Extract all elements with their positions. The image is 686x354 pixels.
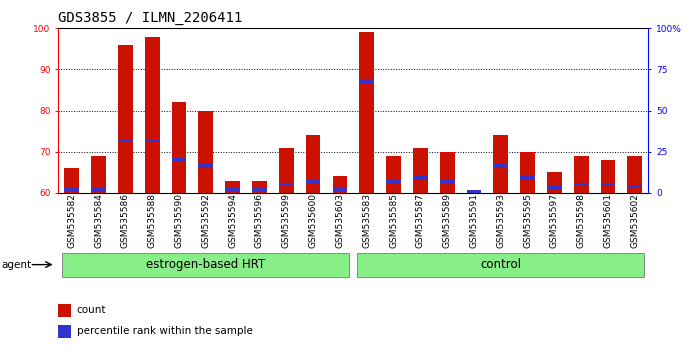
Text: control: control: [480, 258, 521, 271]
Bar: [440, 180, 455, 183]
Bar: [357, 253, 644, 276]
Bar: [440, 152, 455, 193]
Bar: [252, 188, 267, 191]
Bar: [493, 135, 508, 193]
Bar: [198, 111, 213, 193]
Text: GSM535603: GSM535603: [335, 193, 344, 248]
Bar: [252, 181, 267, 193]
Text: GDS3855 / ILMN_2206411: GDS3855 / ILMN_2206411: [58, 11, 243, 25]
Text: GSM535590: GSM535590: [174, 193, 183, 248]
Bar: [628, 185, 642, 188]
Bar: [574, 156, 589, 193]
Bar: [62, 253, 349, 276]
Bar: [118, 139, 132, 142]
Bar: [413, 177, 427, 180]
Text: GSM535591: GSM535591: [469, 193, 478, 248]
Bar: [58, 304, 71, 317]
Bar: [386, 180, 401, 183]
Text: GSM535584: GSM535584: [94, 193, 103, 248]
Bar: [198, 163, 213, 167]
Bar: [628, 156, 642, 193]
Bar: [547, 172, 562, 193]
Bar: [359, 79, 374, 82]
Bar: [58, 325, 71, 338]
Bar: [306, 180, 320, 183]
Text: GSM535583: GSM535583: [362, 193, 371, 248]
Text: GSM535592: GSM535592: [201, 193, 211, 248]
Text: GSM535596: GSM535596: [255, 193, 264, 248]
Bar: [547, 186, 562, 190]
Text: agent: agent: [1, 259, 32, 270]
Text: GSM535602: GSM535602: [630, 193, 639, 248]
Bar: [520, 152, 535, 193]
Text: GSM535585: GSM535585: [389, 193, 398, 248]
Bar: [64, 168, 79, 193]
Bar: [118, 45, 132, 193]
Bar: [386, 156, 401, 193]
Text: GSM535582: GSM535582: [67, 193, 76, 248]
Bar: [145, 139, 160, 142]
Text: percentile rank within the sample: percentile rank within the sample: [77, 326, 252, 336]
Text: GSM535588: GSM535588: [147, 193, 156, 248]
Bar: [359, 33, 374, 193]
Bar: [172, 158, 187, 162]
Text: GSM535593: GSM535593: [496, 193, 506, 248]
Bar: [225, 181, 240, 193]
Bar: [601, 183, 615, 186]
Text: GSM535595: GSM535595: [523, 193, 532, 248]
Bar: [333, 177, 347, 193]
Text: GSM535586: GSM535586: [121, 193, 130, 248]
Text: GSM535598: GSM535598: [577, 193, 586, 248]
Text: GSM535597: GSM535597: [550, 193, 559, 248]
Text: GSM535600: GSM535600: [309, 193, 318, 248]
Bar: [91, 188, 106, 191]
Bar: [91, 156, 106, 193]
Bar: [520, 177, 535, 180]
Text: GSM535589: GSM535589: [442, 193, 451, 248]
Text: GSM535594: GSM535594: [228, 193, 237, 248]
Bar: [279, 148, 294, 193]
Bar: [225, 188, 240, 191]
Text: estrogen-based HRT: estrogen-based HRT: [146, 258, 265, 271]
Bar: [64, 188, 79, 191]
Bar: [145, 36, 160, 193]
Bar: [601, 160, 615, 193]
Text: GSM535599: GSM535599: [282, 193, 291, 248]
Bar: [333, 188, 347, 191]
Bar: [279, 183, 294, 186]
Bar: [172, 102, 187, 193]
Bar: [306, 135, 320, 193]
Bar: [493, 163, 508, 167]
Bar: [466, 190, 482, 193]
Text: count: count: [77, 305, 106, 315]
Bar: [574, 183, 589, 186]
Bar: [413, 148, 427, 193]
Text: GSM535601: GSM535601: [604, 193, 613, 248]
Text: GSM535587: GSM535587: [416, 193, 425, 248]
